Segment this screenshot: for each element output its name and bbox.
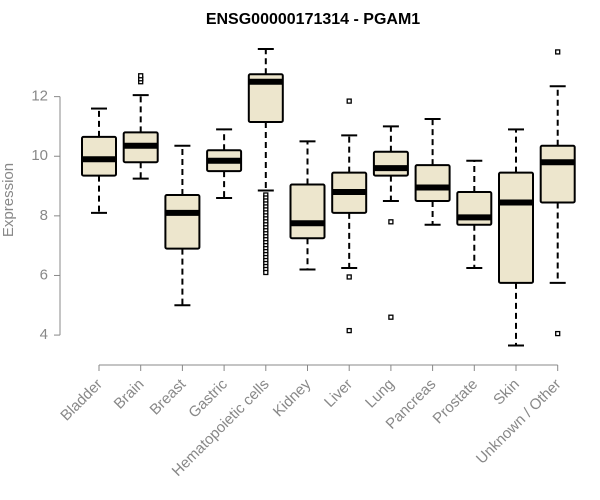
iqr-box [414,164,451,202]
iqr-box [289,183,326,240]
x-tick-label: Kidney [270,375,315,420]
box-unknown-other [539,49,576,337]
iqr-box [164,193,201,250]
box-bladder [81,107,117,214]
box-liver [331,98,368,334]
box-gastric [206,128,243,199]
x-tick-label: Bladder [57,376,106,425]
box-prostate [456,159,493,270]
box-brain [122,73,159,180]
box-breast [164,144,201,307]
outlier-point [555,330,561,337]
outlier-point [346,327,352,334]
iqr-box [247,73,284,123]
outlier-point [388,314,394,320]
x-tick-label: Brain [111,376,148,413]
x-tick-label: Skin [490,376,523,409]
box-kidney [289,140,326,271]
box-lung [372,125,409,320]
outlier-point [138,73,144,79]
y-axis-label: Expression [0,163,17,237]
y-tick-label: 6 [40,266,48,283]
x-tick-label: Breast [147,375,190,418]
x-tick-label: Liver [321,376,356,411]
x-tick-label: Lung [362,376,398,412]
outlier-point [388,219,394,225]
box-pancreas [414,117,451,226]
y-axis: 4 6 8 10 12 [31,88,61,343]
y-tick-label: 4 [40,326,48,343]
outlier-point [346,98,352,104]
y-tick-label: 8 [40,207,48,224]
y-tick-label: 12 [31,88,48,105]
box-skin [498,128,534,347]
iqr-box [498,171,534,284]
iqr-box [539,144,576,204]
iqr-box [372,150,409,177]
outlier-point [555,49,561,55]
y-tick-label: 10 [31,147,48,164]
box-hematopoietic-cells [247,47,284,276]
chart-title: ENSG00000171314 - PGAM1 [206,11,420,28]
x-tick-label: Prostate [430,376,482,428]
boxes-layer [81,47,576,347]
outlier-point [346,274,352,280]
outlier-point [263,269,269,276]
